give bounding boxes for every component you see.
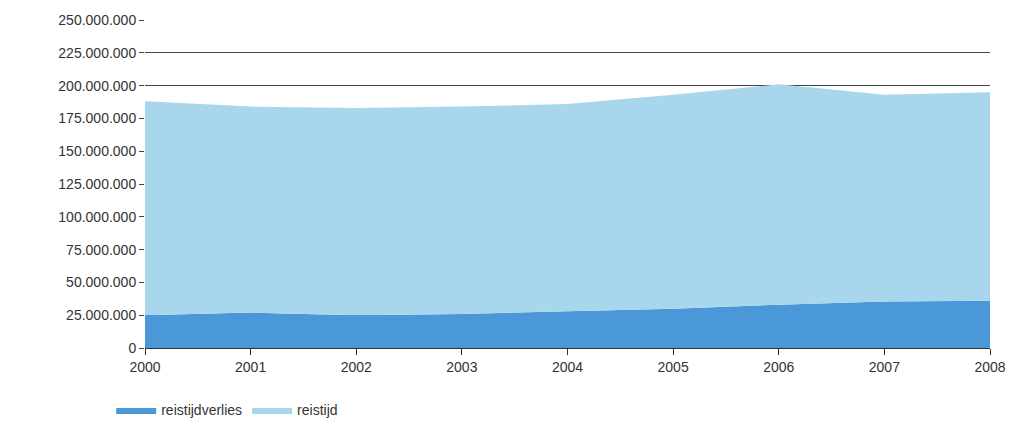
svg-text:175.000.000: 175.000.000 — [58, 110, 136, 126]
svg-text:2002: 2002 — [341, 359, 372, 375]
svg-text:reistijdverlies: reistijdverlies — [161, 402, 242, 418]
svg-text:250.000.000: 250.000.000 — [58, 12, 136, 28]
svg-text:50.000.000: 50.000.000 — [66, 274, 136, 290]
svg-text:225.000.000: 225.000.000 — [58, 45, 136, 61]
svg-text:2005: 2005 — [658, 359, 689, 375]
svg-text:2000: 2000 — [129, 359, 160, 375]
svg-text:0: 0 — [128, 340, 136, 356]
svg-text:2001: 2001 — [235, 359, 266, 375]
svg-text:2007: 2007 — [869, 359, 900, 375]
svg-text:200.000.000: 200.000.000 — [58, 78, 136, 94]
svg-text:2004: 2004 — [552, 359, 583, 375]
svg-text:2003: 2003 — [446, 359, 477, 375]
svg-text:2006: 2006 — [763, 359, 794, 375]
svg-text:25.000.000: 25.000.000 — [66, 307, 136, 323]
svg-text:150.000.000: 150.000.000 — [58, 143, 136, 159]
svg-text:reistijd: reistijd — [297, 402, 337, 418]
svg-text:75.000.000: 75.000.000 — [66, 242, 136, 258]
svg-text:125.000.000: 125.000.000 — [58, 176, 136, 192]
svg-text:100.000.000: 100.000.000 — [58, 209, 136, 225]
svg-text:2008: 2008 — [974, 359, 1005, 375]
